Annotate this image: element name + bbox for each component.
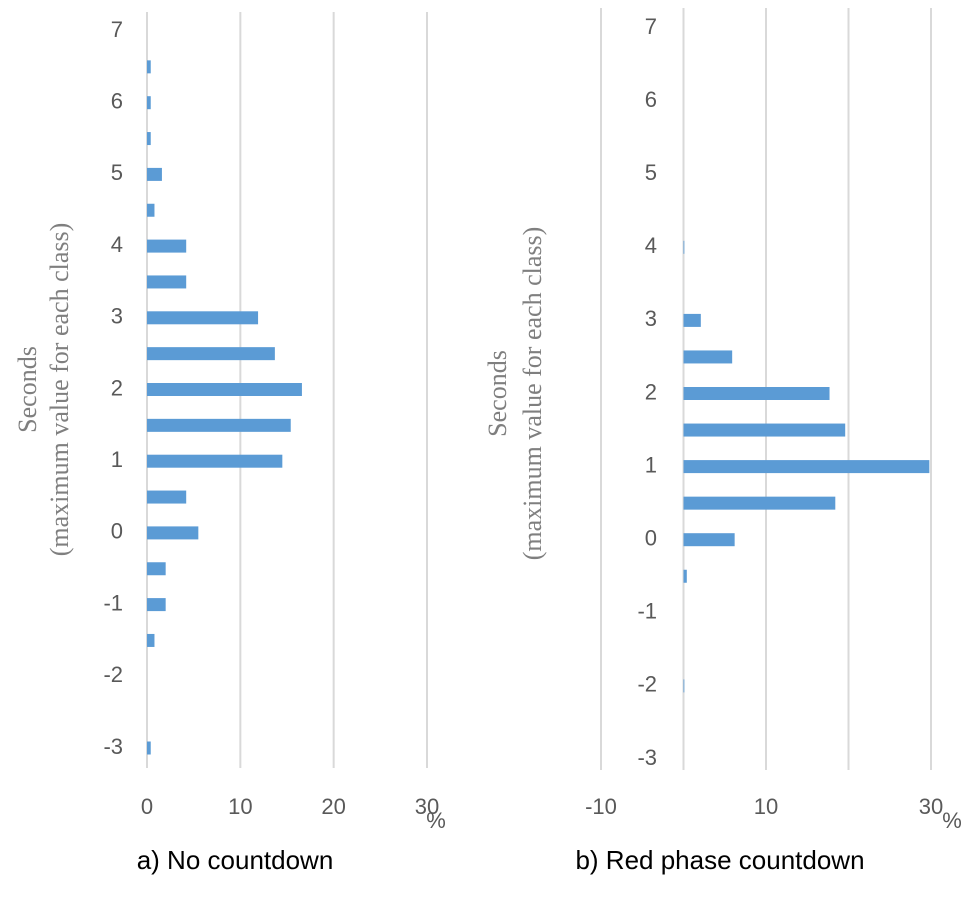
bar: [147, 167, 162, 181]
x-tick-label: -10: [585, 794, 617, 819]
bar: [683, 679, 685, 693]
y-tick-label: 5: [645, 160, 657, 185]
y-tick-label: -1: [637, 599, 657, 624]
y-tick-label: 3: [645, 306, 657, 331]
bar: [683, 387, 830, 400]
y-axis-subtitle: (maximum value for each class): [518, 227, 547, 561]
y-tick-label: 7: [111, 17, 123, 42]
y-axis-subtitle: (maximum value for each class): [45, 223, 74, 557]
y-axis-title: Seconds: [13, 346, 42, 433]
bar: [683, 569, 687, 583]
x-tick-label: 20: [321, 794, 345, 819]
y-tick-label: 0: [645, 526, 657, 551]
y-tick-label: 4: [111, 232, 123, 257]
caption: b) Red phase countdown: [575, 845, 864, 875]
bar: [683, 313, 701, 327]
y-tick-label: -3: [637, 745, 657, 770]
bar: [683, 496, 836, 510]
x-axis-title: %: [942, 808, 962, 833]
bar: [683, 423, 846, 437]
y-tick-label: 1: [111, 447, 123, 472]
y-tick-label: -2: [103, 662, 123, 687]
y-tick-label: -1: [103, 590, 123, 615]
bar: [147, 311, 259, 325]
bar: [147, 741, 151, 755]
bar: [147, 633, 155, 647]
y-tick-label: 4: [645, 233, 657, 258]
x-axis-title: %: [426, 808, 446, 833]
bar: [683, 460, 930, 474]
y-tick-label: 3: [111, 304, 123, 329]
bar: [147, 60, 151, 74]
bar: [683, 533, 735, 547]
bar: [683, 240, 685, 254]
y-tick-label: 5: [111, 160, 123, 185]
bar: [147, 598, 166, 612]
y-tick-label: 2: [111, 375, 123, 400]
y-tick-label: 0: [111, 519, 123, 544]
bar: [683, 350, 733, 364]
y-tick-label: 1: [645, 452, 657, 477]
bar: [147, 562, 166, 576]
y-tick-label: 2: [645, 379, 657, 404]
y-tick-label: 7: [645, 14, 657, 39]
y-tick-label: -2: [637, 672, 657, 697]
y-tick-label: -3: [103, 734, 123, 759]
x-tick-label: 30: [919, 794, 943, 819]
bar: [147, 526, 199, 540]
bar: [147, 203, 155, 217]
x-tick-label: 10: [754, 794, 778, 819]
bar: [147, 347, 275, 361]
bar: [147, 418, 291, 432]
bar: [147, 132, 151, 146]
y-tick-label: 6: [645, 87, 657, 112]
bar: [147, 383, 302, 396]
x-tick-label: 0: [141, 794, 153, 819]
y-axis-title: Seconds: [483, 350, 512, 437]
bar: [147, 239, 187, 253]
x-tick-label: 30: [415, 794, 439, 819]
bar: [147, 96, 151, 110]
caption: a) No countdown: [137, 845, 334, 875]
x-tick-label: 10: [228, 794, 252, 819]
bar: [147, 454, 283, 468]
y-tick-label: 6: [111, 89, 123, 114]
bar: [147, 275, 187, 289]
bar: [147, 490, 187, 504]
